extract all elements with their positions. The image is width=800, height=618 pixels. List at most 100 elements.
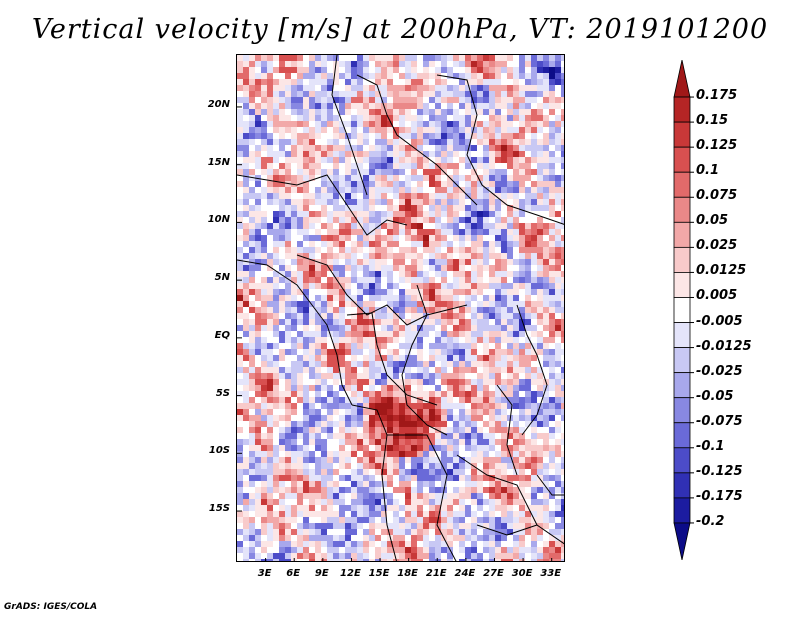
field-cell: [471, 493, 477, 499]
field-cell: [453, 187, 459, 193]
field-cell: [333, 505, 339, 511]
field-cell: [297, 427, 303, 433]
field-cell: [411, 139, 417, 145]
field-cell: [441, 67, 447, 73]
field-cell: [399, 289, 405, 295]
field-cell: [483, 283, 489, 289]
field-cell: [249, 337, 255, 343]
field-cell: [339, 373, 345, 379]
field-cell: [363, 85, 369, 91]
field-cell: [489, 403, 495, 409]
field-cell: [303, 235, 309, 241]
field-cell: [237, 373, 243, 379]
field-cell: [465, 325, 471, 331]
field-cell: [465, 55, 471, 61]
field-cell: [357, 541, 363, 547]
field-cell: [249, 217, 255, 223]
field-cell: [393, 385, 399, 391]
field-cell: [381, 511, 387, 517]
field-cell: [351, 223, 357, 229]
field-cell: [537, 163, 543, 169]
field-cell: [315, 391, 321, 397]
field-cell: [273, 55, 279, 61]
field-cell: [267, 163, 273, 169]
field-cell: [531, 331, 537, 337]
field-cell: [519, 481, 525, 487]
field-cell: [483, 397, 489, 403]
field-cell: [525, 331, 531, 337]
field-cell: [561, 193, 564, 199]
field-cell: [309, 559, 315, 561]
field-cell: [321, 289, 327, 295]
field-cell: [273, 331, 279, 337]
field-cell: [357, 121, 363, 127]
field-cell: [525, 91, 531, 97]
field-cell: [363, 337, 369, 343]
field-cell: [525, 157, 531, 163]
field-cell: [543, 523, 549, 529]
field-cell: [531, 277, 537, 283]
field-cell: [381, 121, 387, 127]
field-cell: [351, 343, 357, 349]
field-cell: [417, 535, 423, 541]
field-cell: [279, 367, 285, 373]
field-cell: [447, 385, 453, 391]
field-cell: [273, 181, 279, 187]
field-cell: [519, 553, 525, 559]
field-cell: [543, 445, 549, 451]
field-cell: [423, 511, 429, 517]
field-cell: [315, 367, 321, 373]
field-cell: [333, 235, 339, 241]
field-cell: [327, 487, 333, 493]
field-cell: [339, 487, 345, 493]
field-cell: [315, 187, 321, 193]
field-cell: [261, 91, 267, 97]
field-cell: [489, 319, 495, 325]
field-cell: [243, 391, 249, 397]
field-cell: [333, 121, 339, 127]
field-cell: [279, 553, 285, 559]
field-cell: [441, 151, 447, 157]
field-cell: [411, 421, 417, 427]
field-cell: [471, 205, 477, 211]
field-cell: [369, 499, 375, 505]
field-cell: [309, 169, 315, 175]
field-cell: [549, 193, 555, 199]
field-cell: [339, 217, 345, 223]
field-cell: [501, 133, 507, 139]
field-cell: [459, 121, 465, 127]
field-cell: [249, 373, 255, 379]
field-cell: [291, 361, 297, 367]
field-cell: [519, 199, 525, 205]
field-cell: [261, 427, 267, 433]
field-cell: [297, 139, 303, 145]
field-cell: [429, 121, 435, 127]
field-cell: [465, 307, 471, 313]
field-cell: [279, 487, 285, 493]
field-cell: [429, 523, 435, 529]
field-cell: [483, 493, 489, 499]
field-cell: [501, 535, 507, 541]
field-cell: [477, 481, 483, 487]
field-cell: [501, 313, 507, 319]
field-cell: [351, 391, 357, 397]
field-cell: [543, 151, 549, 157]
field-cell: [255, 223, 261, 229]
field-cell: [279, 127, 285, 133]
field-cell: [315, 439, 321, 445]
field-cell: [513, 277, 519, 283]
field-cell: [297, 193, 303, 199]
field-cell: [285, 325, 291, 331]
country-border: [237, 259, 353, 406]
field-cell: [411, 163, 417, 169]
field-cell: [561, 253, 564, 259]
field-cell: [297, 373, 303, 379]
field-cell: [447, 481, 453, 487]
field-cell: [441, 265, 447, 271]
field-cell: [243, 235, 249, 241]
field-cell: [363, 535, 369, 541]
field-cell: [549, 427, 555, 433]
field-cell: [369, 91, 375, 97]
field-cell: [375, 223, 381, 229]
field-cell: [327, 277, 333, 283]
